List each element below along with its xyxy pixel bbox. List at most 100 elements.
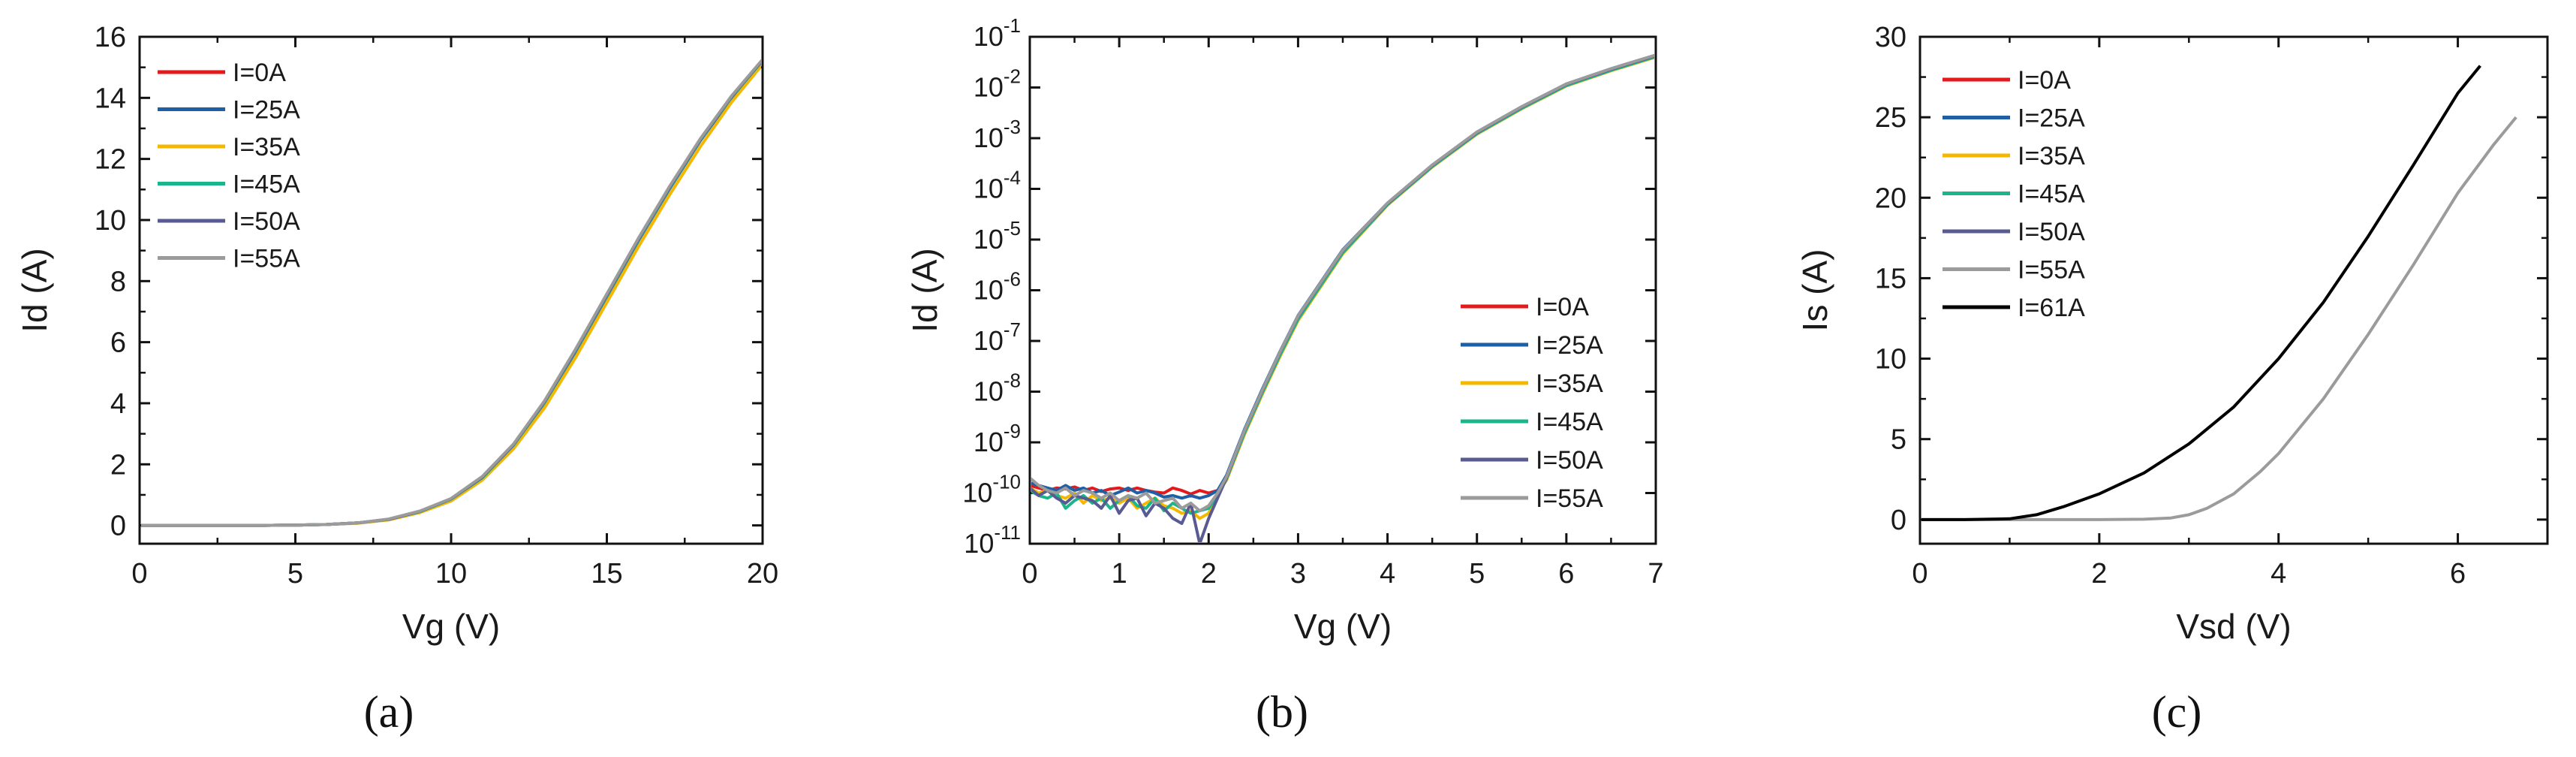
legend-entry: I=35A xyxy=(2018,142,2085,170)
series-line xyxy=(141,59,761,527)
y-tick-label: 5 xyxy=(1891,424,1906,456)
y-tick-exponent: -10 xyxy=(992,471,1021,493)
series-line xyxy=(141,59,761,527)
y-tick-exponent: -5 xyxy=(1004,217,1021,240)
legend-entry: I=45A xyxy=(2018,180,2085,209)
x-tick-label: 2 xyxy=(1201,558,1217,590)
y-tick-exponent: -6 xyxy=(1004,268,1021,291)
y-tick-label: 10-1 xyxy=(974,14,1021,52)
y-tick-base: 10 xyxy=(974,173,1004,204)
y-tick-label: 4 xyxy=(110,388,126,420)
y-tick-label: 10-9 xyxy=(974,420,1021,457)
x-tick-label: 6 xyxy=(1558,558,1574,590)
legend-entry: I=50A xyxy=(233,207,300,236)
y-tick-exponent: -2 xyxy=(1004,65,1021,88)
legend-entry: I=55A xyxy=(2018,256,2085,285)
legend-entry: I=55A xyxy=(1536,484,1603,513)
y-tick-label: 6 xyxy=(110,327,126,359)
panel-label: (c) xyxy=(2152,687,2202,737)
legend-entry: I=0A xyxy=(1536,293,1589,321)
y-tick-exponent: -3 xyxy=(1004,116,1021,138)
y-tick-label: 12 xyxy=(95,144,126,176)
x-tick-label: 5 xyxy=(1469,558,1485,590)
y-axis-label: Id (A) xyxy=(905,248,944,332)
series-line xyxy=(1031,53,1654,513)
legend-entry: I=25A xyxy=(2018,104,2085,133)
y-tick-base: 10 xyxy=(974,325,1004,356)
x-axis-label: Vg (V) xyxy=(402,607,500,646)
x-tick-label: 3 xyxy=(1290,558,1306,590)
y-tick-exponent: -9 xyxy=(1004,420,1021,442)
legend-entry: I=50A xyxy=(1536,446,1603,475)
series-line xyxy=(1031,55,1654,515)
x-tick-label: 1 xyxy=(1112,558,1127,590)
series-line xyxy=(1921,116,2517,521)
series-line xyxy=(1921,65,2481,521)
y-tick-label: 0 xyxy=(110,511,126,542)
y-tick-label: 10 xyxy=(1875,344,1906,375)
legend-entry: I=45A xyxy=(233,170,300,199)
y-tick-base: 10 xyxy=(974,72,1004,103)
plot-area xyxy=(1921,65,2517,521)
legend-entry: I=0A xyxy=(233,59,286,87)
y-tick-exponent: -4 xyxy=(1004,167,1021,189)
panel-label: (a) xyxy=(364,687,414,737)
chart-panel-b: 0 1 2 3 4 5 6 710-1110-1010-910-810-710-610-510… xyxy=(905,14,1664,646)
x-tick-label: 5 xyxy=(287,558,303,590)
x-tick-label: 6 xyxy=(2450,558,2466,590)
legend-entry: I=25A xyxy=(1536,331,1603,360)
y-tick-base: 10 xyxy=(974,122,1004,153)
y-tick-label: 10-6 xyxy=(974,268,1021,306)
y-tick-exponent: -8 xyxy=(1004,369,1021,392)
series-line xyxy=(141,60,761,527)
plot-frame xyxy=(1918,35,2549,545)
x-tick-label: 20 xyxy=(747,558,778,590)
legend: I=0A I=25A I=35A I=45A I=50A I=55A I=61A xyxy=(1943,66,2085,322)
y-tick-label: 10-2 xyxy=(974,65,1021,103)
legend-entry: I=35A xyxy=(233,133,300,161)
y-tick-base: 10 xyxy=(974,427,1004,457)
y-tick-base: 10 xyxy=(974,275,1004,306)
panel-label: (b) xyxy=(1256,687,1308,737)
legend-entry: I=35A xyxy=(1536,369,1603,398)
x-tick-label: 15 xyxy=(591,558,622,590)
y-tick-base: 10 xyxy=(974,224,1004,255)
y-tick-label: 16 xyxy=(95,22,126,53)
legend-entry: I=25A xyxy=(233,96,300,125)
x-tick-label: 4 xyxy=(1380,558,1395,590)
y-tick-label: 20 xyxy=(1875,182,1906,214)
y-tick-exponent: -7 xyxy=(1004,318,1021,341)
x-tick-label: 10 xyxy=(435,558,467,590)
y-tick-label: 10-11 xyxy=(964,521,1021,559)
y-tick-label: 0 xyxy=(1891,505,1906,536)
legend-entry: I=55A xyxy=(233,245,300,273)
legend-entry: I=0A xyxy=(2018,66,2071,95)
series-line xyxy=(141,60,761,527)
x-tick-label: 0 xyxy=(1912,558,1927,590)
y-tick-exponent: -1 xyxy=(1004,14,1021,37)
y-tick-label: 25 xyxy=(1875,102,1906,134)
y-tick-label: 30 xyxy=(1875,22,1906,53)
y-axis-label: Is (A) xyxy=(1795,249,1834,332)
x-axis-label: Vsd (V) xyxy=(2176,607,2291,646)
y-tick-base: 10 xyxy=(974,21,1004,52)
y-tick-label: 8 xyxy=(110,266,126,297)
x-tick-label: 7 xyxy=(1648,558,1663,590)
x-tick-label: 4 xyxy=(2271,558,2286,590)
legend: I=0A I=25A I=35A I=45A I=50A I=55A xyxy=(158,59,300,273)
plot-area xyxy=(1031,53,1654,542)
y-tick-label: 15 xyxy=(1875,263,1906,294)
y-tick-base: 10 xyxy=(962,478,992,508)
y-tick-label: 10-5 xyxy=(974,217,1021,255)
y-axis-label: Id (A) xyxy=(15,248,54,332)
legend: I=0A I=25A I=35A I=45A I=50A I=55A xyxy=(1461,293,1603,513)
y-tick-label: 2 xyxy=(110,449,126,481)
y-tick-exponent: -11 xyxy=(994,521,1021,544)
legend-entry: I=45A xyxy=(1536,408,1603,436)
series-line xyxy=(141,59,761,527)
y-tick-label: 14 xyxy=(95,83,126,114)
x-tick-label: 0 xyxy=(1022,558,1037,590)
chart-panel-a: 0 5 10 15 20 0 2 4 6 8 10 12 14 16 Vg (V) Id (A) I=0A I=2… xyxy=(15,22,778,646)
